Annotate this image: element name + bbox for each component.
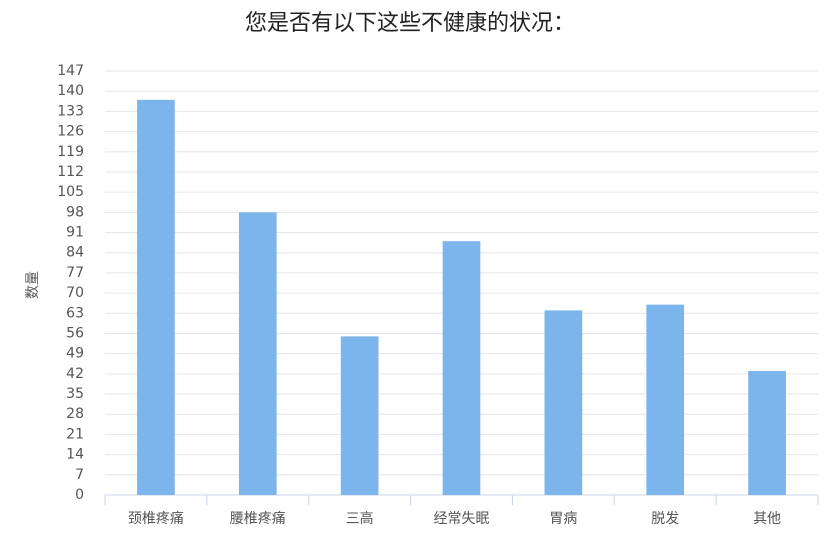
- x-tick-label: 三高: [346, 510, 374, 527]
- y-tick-label: 42: [66, 366, 84, 382]
- y-tick-label: 21: [66, 426, 84, 442]
- y-tick-label: 112: [57, 164, 84, 180]
- y-tick-label: 14: [66, 447, 84, 463]
- bar: [340, 336, 379, 495]
- chart-title: 您是否有以下这些不健康的状况：: [245, 11, 575, 36]
- x-tick-label: 经常失眠: [434, 511, 490, 527]
- y-tick-label: 56: [66, 325, 84, 341]
- y-tick-label: 35: [66, 386, 84, 402]
- y-tick-label: 105: [57, 184, 84, 200]
- y-tick-label: 63: [66, 305, 84, 321]
- bar: [442, 241, 481, 495]
- y-tick-label: 140: [57, 83, 84, 99]
- y-tick-label: 0: [75, 487, 84, 503]
- y-tick-label: 84: [66, 245, 84, 261]
- y-tick-label: 28: [66, 406, 84, 422]
- bar: [544, 310, 583, 495]
- y-tick-label: 7: [75, 467, 84, 483]
- x-tick-label: 胃病: [549, 511, 577, 527]
- bar: [238, 212, 277, 496]
- y-tick-label: 91: [66, 225, 84, 241]
- bar: [646, 304, 685, 495]
- y-tick-label: 126: [57, 124, 84, 140]
- x-tick-label: 脱发: [651, 511, 679, 527]
- bar: [748, 370, 786, 495]
- y-tick-label: 133: [57, 103, 84, 119]
- y-tick-label: 119: [57, 144, 84, 160]
- x-tick-label: 腰椎疼痛: [230, 510, 286, 527]
- x-tick-label: 其他: [753, 511, 781, 527]
- x-tick-label: 颈椎疼痛: [128, 510, 184, 527]
- y-tick-label: 98: [66, 204, 84, 220]
- y-axis-label: 数量: [25, 271, 41, 299]
- y-tick-label: 147: [57, 63, 84, 79]
- y-tick-label: 77: [66, 265, 84, 281]
- y-tick-label: 70: [66, 285, 84, 301]
- y-tick-label: 49: [66, 346, 84, 362]
- bar: [137, 99, 175, 495]
